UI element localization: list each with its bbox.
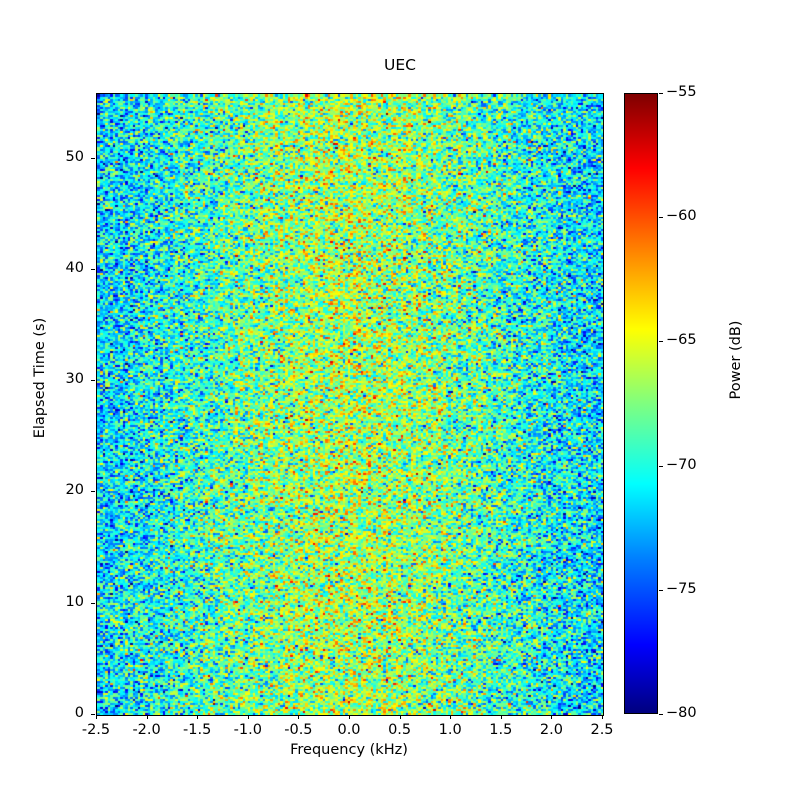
colorbar-gradient — [624, 93, 658, 714]
x-tick-label: 0.5 — [388, 722, 412, 738]
spectrogram-plot-area — [96, 93, 604, 716]
x-tick — [146, 715, 148, 719]
x-tick-label: 1.0 — [438, 722, 462, 738]
x-tick — [500, 715, 502, 719]
colorbar — [624, 93, 658, 714]
colorbar-tick-label: −80 — [666, 705, 697, 721]
x-tick-label: 2.0 — [539, 722, 563, 738]
y-tick — [91, 714, 95, 715]
x-axis-label: Frequency (kHz) — [290, 742, 408, 758]
colorbar-tick-label: −55 — [666, 84, 697, 100]
y-tick-label: 20 — [65, 482, 84, 499]
x-tick-label: 1.5 — [489, 722, 513, 738]
y-tick — [91, 602, 95, 604]
x-tick — [450, 715, 452, 719]
x-tick-label: -1.0 — [233, 722, 262, 738]
colorbar-tick — [659, 589, 663, 591]
colorbar-tick-label: −75 — [666, 580, 697, 597]
y-tick-label: 0 — [74, 705, 84, 721]
spectrogram-image — [97, 94, 603, 715]
x-tick-label: 2.5 — [590, 722, 614, 738]
y-tick — [91, 380, 95, 382]
x-tick — [197, 715, 199, 719]
x-tick — [399, 715, 401, 719]
x-tick-label: -2.0 — [132, 722, 161, 738]
colorbar-tick-label: −70 — [666, 456, 697, 473]
colorbar-tick — [659, 465, 663, 467]
x-tick — [349, 715, 350, 719]
colorbar-tick — [659, 217, 663, 219]
y-tick — [91, 268, 95, 270]
x-tick — [602, 715, 603, 719]
x-tick — [247, 715, 249, 719]
title-line-station: UEC — [384, 56, 416, 75]
x-tick-label: -1.5 — [183, 722, 212, 738]
y-tick-label: 40 — [65, 259, 84, 276]
colorbar-tick — [659, 714, 663, 715]
colorbar-tick — [659, 341, 663, 343]
y-tick — [91, 491, 95, 493]
x-tick — [96, 715, 97, 719]
y-tick-label: 50 — [65, 148, 84, 165]
x-tick-label: -2.5 — [81, 722, 111, 738]
y-axis-label: Elapsed Time (s) — [32, 317, 48, 439]
x-tick-label: -0.5 — [284, 722, 313, 738]
y-tick-label: 30 — [65, 371, 84, 388]
colorbar-tick — [659, 93, 663, 94]
x-tick-label: 0.0 — [337, 722, 361, 738]
y-tick-label: 10 — [65, 593, 84, 610]
x-tick — [551, 715, 553, 719]
colorbar-label: Power (dB) — [728, 320, 744, 400]
x-tick — [298, 715, 300, 719]
colorbar-tick-label: −60 — [666, 208, 697, 225]
y-tick — [91, 157, 95, 159]
colorbar-tick-label: −65 — [666, 332, 697, 349]
